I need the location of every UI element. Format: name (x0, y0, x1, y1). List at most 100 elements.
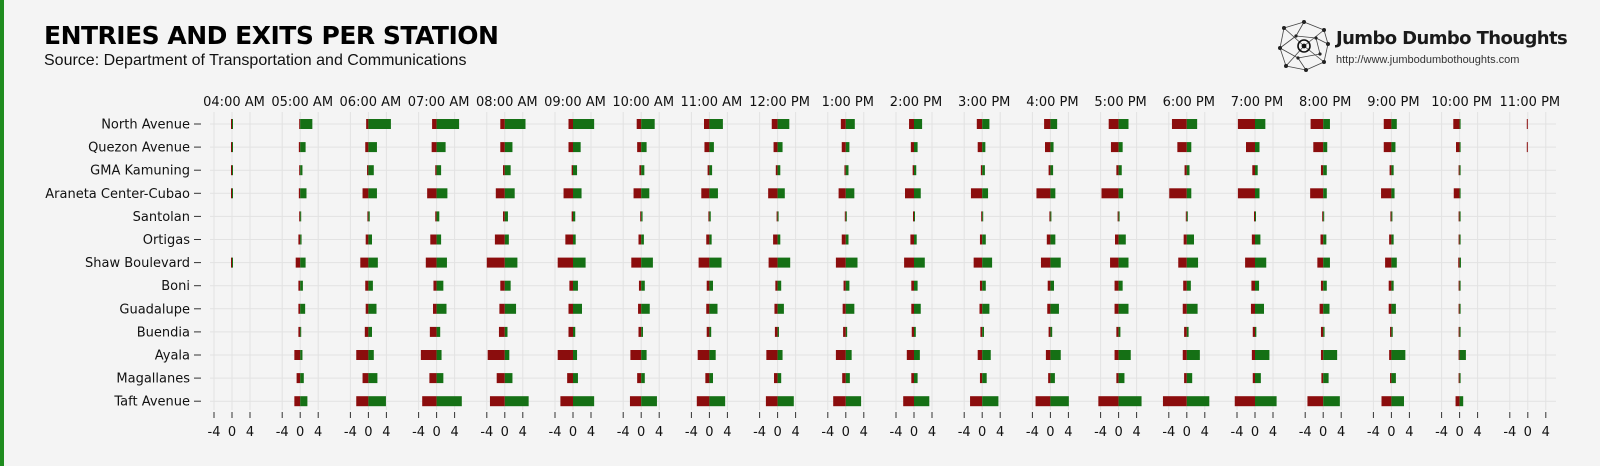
bar-exits (1098, 396, 1119, 407)
bar-exits (633, 188, 642, 199)
bar-exits (1322, 211, 1324, 222)
bar-entries (1186, 326, 1189, 337)
bar-entries (368, 373, 378, 384)
bar-entries (1323, 234, 1327, 245)
bar-exits (431, 142, 437, 153)
bar-exits (569, 280, 573, 291)
bar-entries (1323, 326, 1325, 337)
bar-entries (436, 211, 440, 222)
bar-exits (1177, 142, 1187, 153)
bar-entries (914, 396, 930, 407)
bar-exits (356, 396, 369, 407)
bar-entries (573, 350, 578, 360)
bar-entries (1050, 257, 1061, 268)
bar-exits (973, 257, 983, 268)
bar-entries (1323, 350, 1338, 360)
bar-exits (970, 396, 983, 407)
station-label: Santolan (133, 210, 190, 225)
bar-exits (1254, 211, 1255, 222)
bar-entries (368, 303, 377, 314)
bar-exits (1389, 350, 1392, 360)
brand-block: Jumbo Dumbo Thoughts http://www.jumbodum… (1276, 18, 1576, 74)
bar-exits (365, 234, 369, 245)
bar-entries (1186, 280, 1191, 291)
bar-exits (1458, 350, 1460, 360)
bar-entries (982, 326, 984, 337)
bar-entries (1391, 211, 1393, 222)
bar-entries (709, 257, 722, 268)
bar-entries (845, 396, 862, 407)
bar-exits (298, 303, 301, 314)
bar-entries (982, 280, 986, 291)
bar-entries (573, 257, 586, 268)
bar-entries (709, 396, 726, 407)
bar-entries (232, 188, 233, 199)
bar-exits (1381, 188, 1392, 199)
bar-entries (300, 326, 302, 337)
axis-tick-label: 4 (1542, 425, 1550, 440)
axis-tick-label: -4 (821, 425, 834, 440)
bar-exits (1045, 142, 1051, 153)
bar-entries (914, 188, 921, 199)
bar-entries (504, 350, 510, 360)
bar-exits (1048, 373, 1051, 384)
bar-exits (1101, 188, 1119, 199)
bar-exits (295, 257, 301, 268)
brand-url: http://www.jumbodumbothoughts.com (1336, 54, 1520, 66)
axis-tick-label: -4 (958, 425, 971, 440)
hour-label: 7:00 PM (1231, 95, 1283, 110)
bar-exits (979, 280, 983, 291)
bar-exits (833, 396, 846, 407)
bar-exits (1116, 165, 1119, 176)
bar-entries (368, 257, 378, 268)
axis-tick-label: -4 (276, 425, 289, 440)
bar-entries (300, 257, 306, 268)
bar-entries (1323, 211, 1325, 222)
station-label: Taft Avenue (113, 395, 190, 410)
station-label: Ortigas (143, 233, 191, 248)
bar-exits (979, 303, 983, 314)
bar-exits (773, 234, 778, 245)
hour-label: 11:00 PM (1499, 95, 1560, 110)
bar-exits (1458, 257, 1460, 268)
bar-entries (368, 165, 374, 176)
bar-entries (1186, 303, 1198, 314)
axis-tick-label: 4 (519, 425, 527, 440)
bar-entries (914, 165, 917, 176)
bar-exits (1453, 119, 1460, 129)
bar-entries (982, 165, 985, 176)
grid-lines (210, 112, 1556, 410)
bar-entries (914, 234, 917, 245)
bar-entries (1391, 303, 1396, 314)
station-label: Magallanes (116, 372, 190, 387)
bar-exits (571, 211, 573, 222)
bar-exits (1184, 165, 1187, 176)
bar-entries (300, 350, 303, 360)
bar-entries (232, 142, 233, 153)
bar-entries (1391, 280, 1394, 291)
axis-tick-label: 4 (1064, 425, 1072, 440)
station-label: Boni (161, 279, 190, 294)
bar-entries (777, 326, 779, 337)
bar-exits (433, 303, 437, 314)
bar-exits (1245, 257, 1255, 268)
bar-exits (775, 165, 778, 176)
bar-exits (1310, 188, 1324, 199)
bar-exits (433, 280, 437, 291)
bar-exits (707, 165, 710, 176)
bar-exits (231, 142, 232, 153)
bar-exits (844, 165, 846, 176)
bar-exits (298, 188, 301, 199)
bar-entries (709, 326, 712, 337)
bar-entries (709, 373, 713, 384)
station-label: Guadalupe (119, 302, 190, 317)
bar-exits (299, 211, 301, 222)
bar-exits (697, 350, 710, 360)
bar-exits (429, 326, 437, 337)
bar-exits (1108, 119, 1119, 129)
bar-entries (982, 303, 990, 314)
bar-exits (1385, 257, 1392, 268)
bar-exits (1381, 396, 1392, 407)
bar-entries (573, 165, 578, 176)
bar-entries (368, 142, 377, 153)
